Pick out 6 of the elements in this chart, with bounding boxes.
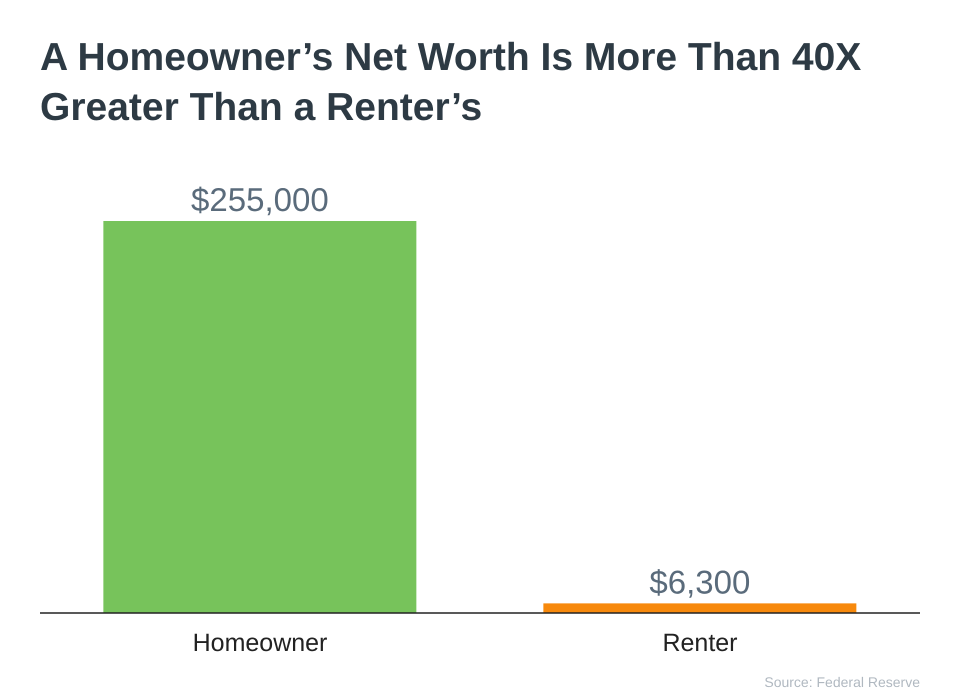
x-tick-label: Homeowner <box>192 628 328 657</box>
data-label: $255,000 <box>191 181 329 218</box>
data-label: $6,300 <box>649 563 750 600</box>
chart-title: A Homeowner’s Net Worth Is More Than 40X Greater Than a Renter’s <box>40 35 862 131</box>
x-tick-label: Renter <box>662 628 738 657</box>
source-note: Source: Federal Reserve <box>764 674 920 690</box>
